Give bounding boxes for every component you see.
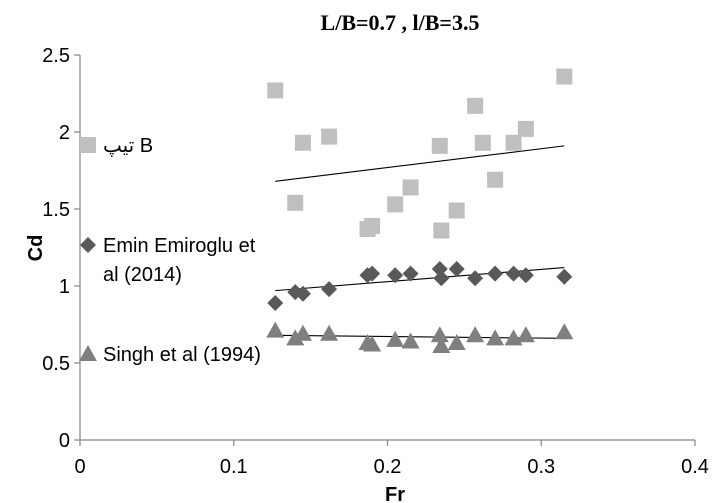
diamond-point — [517, 267, 534, 284]
y-tick-label: 1 — [59, 276, 70, 298]
square-point — [474, 134, 491, 151]
y-tick-label: 1.5 — [42, 199, 70, 221]
legend-label: تیپ B — [103, 135, 153, 157]
legend-marker — [80, 137, 96, 153]
diamond-point — [433, 270, 450, 287]
triangle-point — [293, 324, 312, 341]
triangle-point — [516, 326, 535, 343]
square-point — [467, 97, 484, 114]
triangle-point — [363, 335, 382, 352]
diamond-point — [402, 265, 419, 282]
diamond-point — [387, 267, 404, 284]
trendline — [275, 266, 565, 292]
triangle-point — [447, 333, 466, 350]
square-point — [431, 137, 448, 154]
diamond-point — [467, 270, 484, 287]
square-point — [487, 171, 504, 188]
triangle-point — [320, 324, 339, 341]
x-axis-ticks: 0 0.1 0.2 0.3 0.4 — [74, 440, 709, 478]
y-tick-label: 0.5 — [42, 353, 70, 375]
data-markers — [266, 68, 574, 354]
diamond-point — [505, 265, 522, 282]
triangle-point — [430, 326, 449, 343]
legend-label: Emin Emiroglu et — [103, 235, 256, 257]
x-tick-label: 0.1 — [220, 456, 248, 478]
diamond-point — [294, 285, 311, 302]
diamond-point — [556, 268, 573, 285]
legend-label: al (2014) — [103, 264, 182, 286]
square-point — [433, 222, 450, 239]
diamond-point — [364, 265, 381, 282]
legend: تیپ B Emin Emiroglu et al (2014) Singh et a… — [79, 135, 261, 366]
square-point — [294, 134, 311, 151]
triangle-point — [555, 323, 574, 340]
trendlines — [275, 145, 565, 339]
square-point — [287, 194, 304, 211]
x-tick-label: 0.3 — [527, 456, 555, 478]
triangle-point — [286, 329, 305, 346]
square-point — [321, 128, 338, 145]
y-axis-label: Cd — [25, 235, 47, 262]
chart-title: L/B=0.7 , l/B=3.5 — [321, 10, 480, 35]
x-tick-label: 0.4 — [681, 456, 709, 478]
triangle-point — [466, 326, 485, 343]
y-axis-ticks: 0 0.5 1 1.5 2 2.5 — [42, 45, 80, 452]
triangle-point — [386, 330, 405, 347]
square-point — [556, 68, 573, 85]
trendline — [275, 145, 565, 182]
triangle-point — [266, 321, 285, 338]
square-point — [267, 82, 284, 99]
square-point — [364, 217, 381, 234]
triangle-point — [432, 337, 451, 354]
diamond-point — [321, 281, 338, 298]
x-tick-label: 0.2 — [374, 456, 402, 478]
square-point — [448, 202, 465, 219]
diamond-point — [267, 294, 284, 311]
x-axis-label: Fr — [385, 484, 405, 503]
square-point — [505, 134, 522, 151]
square-point — [517, 120, 534, 137]
legend-marker — [80, 237, 96, 253]
triangle-point — [486, 329, 505, 346]
x-tick-label: 0 — [74, 456, 85, 478]
legend-label: Singh et al (1994) — [103, 344, 261, 366]
legend-marker — [79, 345, 97, 361]
triangle-point — [401, 332, 420, 349]
diamond-point — [448, 261, 465, 278]
square-point — [402, 179, 419, 196]
y-tick-label: 0 — [59, 430, 70, 452]
y-tick-label: 2.5 — [42, 45, 70, 67]
y-tick-label: 2 — [59, 122, 70, 144]
diamond-point — [487, 265, 504, 282]
square-point — [387, 196, 404, 213]
